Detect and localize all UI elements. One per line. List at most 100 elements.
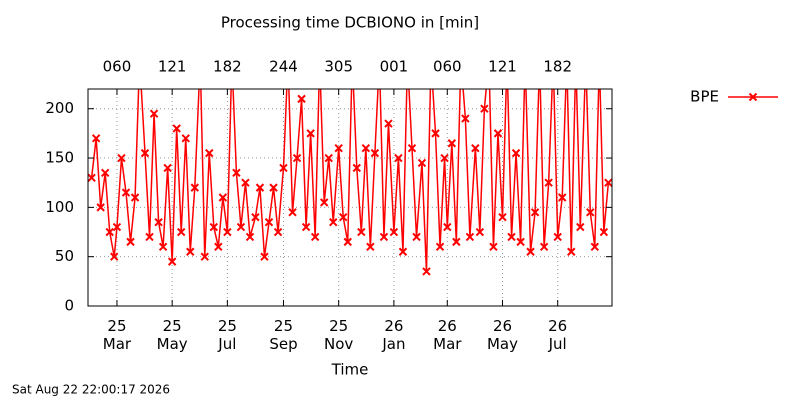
- data-point: [145, 232, 154, 242]
- data-point: [586, 208, 595, 217]
- data-point: [288, 208, 297, 217]
- data-point: [389, 227, 399, 237]
- data-point: [232, 168, 241, 178]
- y-tick-label: 50: [55, 247, 74, 265]
- data-point: [443, 222, 452, 232]
- data-point: [245, 232, 255, 242]
- y-tick-label: 200: [45, 99, 74, 117]
- legend-label: BPE: [690, 88, 719, 106]
- data-point: [526, 247, 535, 256]
- data-point: [260, 252, 269, 261]
- data-point: [522, 56, 529, 63]
- x-tick-label: 26 Mar: [433, 317, 462, 353]
- data-point: [461, 114, 470, 123]
- data-point: [431, 129, 440, 138]
- data-point: [167, 257, 177, 266]
- data-point: [306, 129, 315, 138]
- data-point: [140, 148, 150, 158]
- x2-tick-label: 244: [269, 58, 298, 76]
- data-point: [370, 148, 380, 158]
- data-point: [361, 143, 371, 153]
- x2-tick-label: 060: [433, 58, 462, 76]
- data-point: [471, 143, 480, 153]
- data-point: [567, 247, 576, 256]
- data-point: [163, 163, 172, 173]
- data-point: [507, 232, 516, 242]
- y-tick-label: 0: [64, 297, 74, 315]
- x-tick-label: 26 May: [486, 317, 518, 353]
- data-point: [91, 134, 101, 143]
- data-point: [209, 222, 219, 232]
- data-point: [273, 227, 283, 237]
- data-point: [96, 203, 105, 212]
- data-point: [417, 158, 427, 168]
- data-point: [553, 232, 562, 242]
- data-point: [465, 232, 475, 242]
- x-axis-label: Time: [331, 361, 369, 379]
- x-tick-label: 25 Jul: [217, 317, 237, 353]
- data-point: [357, 227, 366, 237]
- data-point: [516, 237, 525, 247]
- data-point: [599, 227, 609, 237]
- x2-tick-label: 001: [380, 58, 409, 76]
- x-tick-label: 25 Nov: [324, 317, 354, 353]
- data-point: [536, 56, 543, 63]
- data-point: [590, 242, 600, 252]
- x-tick-label: 25 Sep: [269, 317, 298, 353]
- data-point: [596, 56, 603, 63]
- data-point: [136, 56, 143, 63]
- y-tick-label: 150: [45, 149, 74, 167]
- data-point: [412, 232, 421, 242]
- data-point: [197, 56, 204, 63]
- data-point: [394, 153, 403, 163]
- data-point: [126, 237, 135, 247]
- y-tick-label: 100: [45, 198, 74, 216]
- data-point: [112, 222, 122, 232]
- data-point: [190, 183, 199, 192]
- data-point: [480, 104, 489, 113]
- data-point: [292, 153, 302, 163]
- data-point: [154, 217, 163, 227]
- data-point: [339, 213, 348, 222]
- data-point: [352, 163, 361, 173]
- data-point: [379, 232, 389, 242]
- data-point: [572, 56, 579, 63]
- data-point: [407, 143, 417, 153]
- footer: Sat Aug 22 22:00:17 2026: [12, 383, 170, 397]
- data-point: [172, 124, 181, 133]
- data-point: [158, 242, 168, 252]
- data-point: [149, 109, 159, 118]
- data-point: [241, 178, 250, 187]
- x-tick-label: 26 Jul: [548, 317, 568, 353]
- data-point: [117, 153, 126, 163]
- data-point: [366, 242, 375, 252]
- data-point: [440, 153, 449, 163]
- data-point: [255, 183, 265, 192]
- data-point: [530, 208, 540, 217]
- data-point: [214, 242, 223, 252]
- data-point: [100, 168, 110, 178]
- data-point: [422, 267, 431, 276]
- x-tick-label: 26 Jan: [382, 317, 406, 353]
- data-point: [186, 247, 195, 256]
- data-point: [343, 237, 352, 247]
- x2-tick-label: 305: [324, 58, 353, 76]
- x-tick-label: 25 Mar: [102, 317, 132, 353]
- data-point: [334, 143, 343, 153]
- data-point: [319, 198, 329, 207]
- data-point: [264, 217, 274, 227]
- data-point: [301, 222, 311, 232]
- x2-tick-label: 182: [543, 58, 572, 76]
- data-point: [498, 213, 507, 222]
- data-point: [604, 178, 612, 187]
- data-point: [218, 193, 228, 202]
- data-point: [181, 134, 190, 143]
- data-point: [310, 232, 320, 242]
- legend-marker: [748, 92, 758, 102]
- data-point: [88, 173, 96, 182]
- data-point: [475, 227, 485, 237]
- data-point: [544, 178, 553, 187]
- data-point: [236, 222, 246, 232]
